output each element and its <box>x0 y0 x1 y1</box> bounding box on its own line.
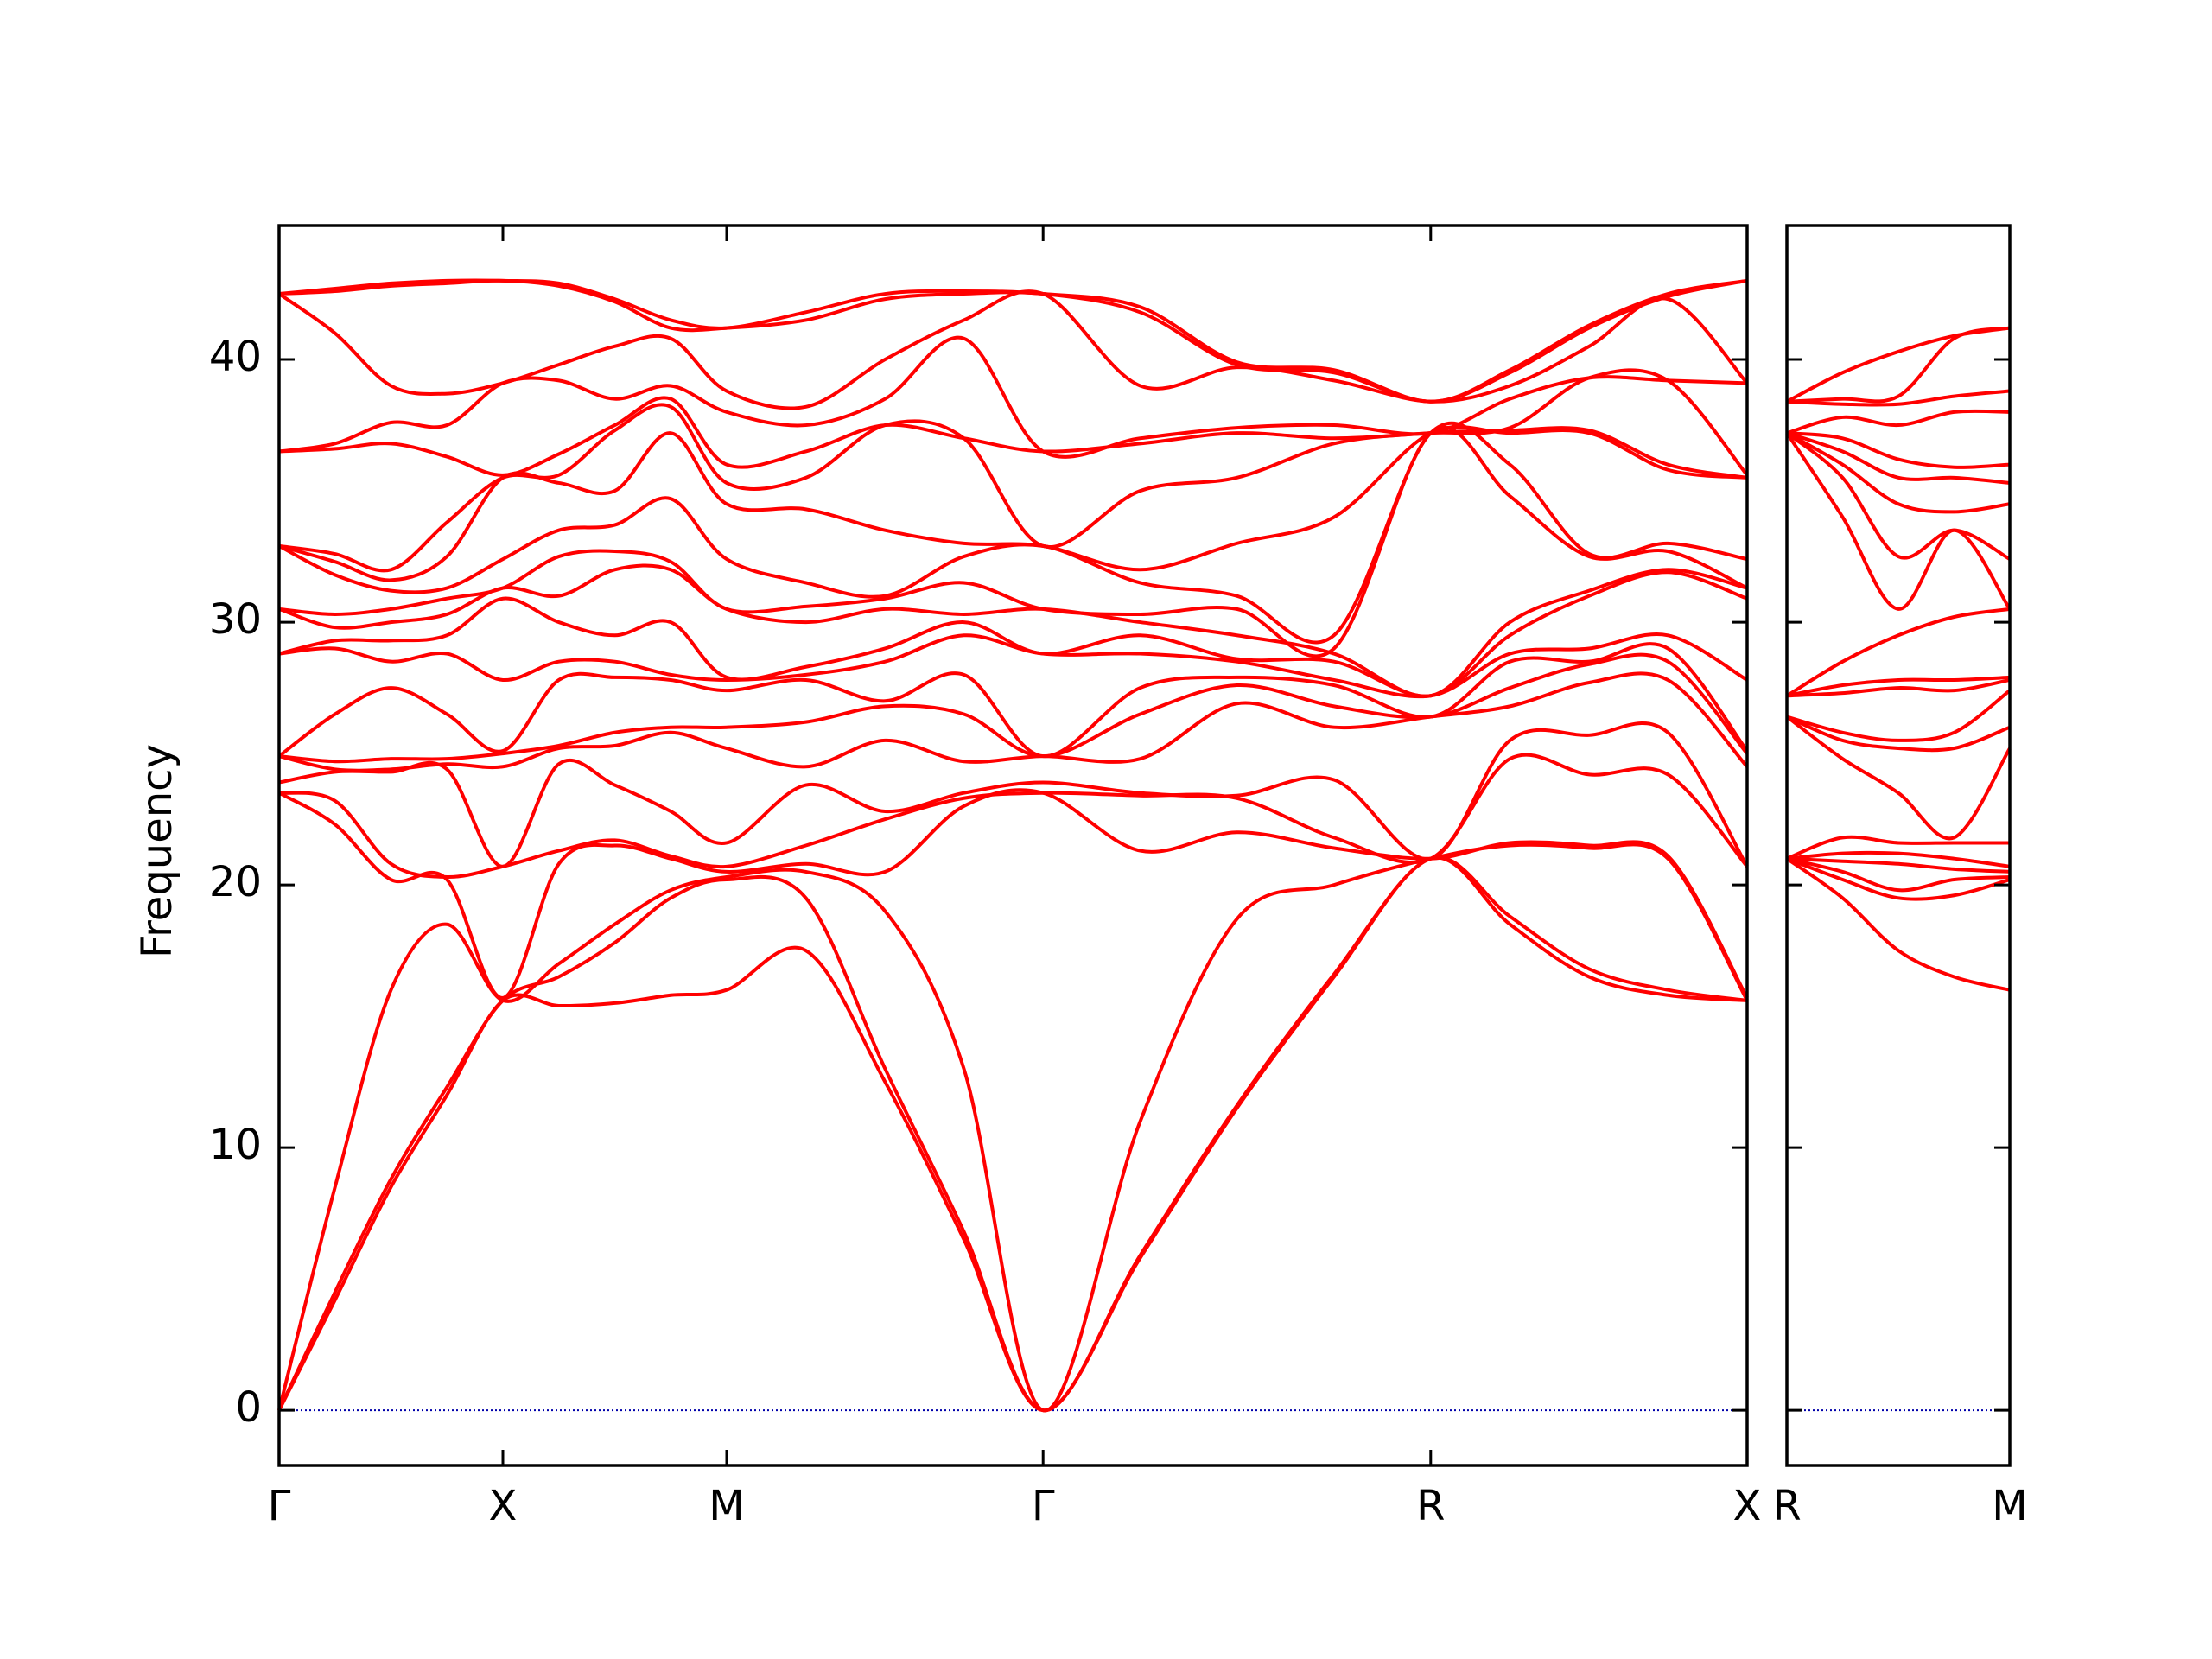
phonon-band <box>278 570 1748 698</box>
phonon-band <box>278 368 1749 477</box>
y-tick-label: 40 <box>209 333 262 381</box>
y-tick-label: 30 <box>209 595 262 644</box>
phonon-band <box>1786 850 2011 868</box>
y-tick-label: 10 <box>209 1121 262 1169</box>
phonon-band <box>1786 856 2011 893</box>
phonon-band <box>277 642 1749 759</box>
phonon-band <box>1786 431 2011 485</box>
phonon-band <box>1786 856 2011 874</box>
phonon-band <box>1786 715 2011 753</box>
phonon-band <box>1786 689 2012 742</box>
phonon-band <box>1786 856 2011 901</box>
x-tick-label: X <box>489 1482 518 1530</box>
phonon-band <box>1786 431 2011 469</box>
phonon-band <box>1785 431 2011 561</box>
phonon-band <box>278 753 1749 879</box>
phonon-band <box>1785 857 2011 992</box>
phonon-band <box>277 855 1748 1413</box>
phonon-band <box>1785 607 2011 697</box>
phonon-band <box>278 671 1749 772</box>
x-tick-label: M <box>709 1482 744 1530</box>
phonon-band <box>1786 677 2011 698</box>
y-tick-label: 0 <box>235 1383 262 1432</box>
x-tick-label: X <box>1733 1482 1762 1530</box>
phonon-band <box>1786 326 2011 404</box>
phonon-band <box>278 563 1748 698</box>
phonon-band <box>1786 389 2011 407</box>
phonon-band <box>278 652 1749 764</box>
phonon-band <box>278 403 1748 573</box>
x-tick-label: R <box>1416 1482 1445 1530</box>
phonon-band <box>1785 715 2012 841</box>
phonon-band <box>278 721 1749 868</box>
x-tick-label: M <box>1992 1482 2027 1530</box>
axes-frame <box>1785 224 2012 1467</box>
phonon-band <box>1785 432 2012 611</box>
phonon-band <box>278 788 1749 1000</box>
phonon-band <box>278 335 1748 459</box>
x-tick-label: Γ <box>1032 1482 1055 1530</box>
x-tick-label: Γ <box>268 1482 291 1530</box>
phonon-band <box>278 425 1748 582</box>
phonon-band <box>1786 409 2011 435</box>
phonon-band <box>277 842 1749 1413</box>
phonon-band <box>1786 431 2011 514</box>
phonon-band <box>278 421 1748 645</box>
y-axis-label: Frequency <box>133 744 181 958</box>
phonon-band <box>277 289 1749 410</box>
phonon-band <box>1786 675 2011 698</box>
phonon-band <box>1786 326 2011 404</box>
phonon-band <box>1786 835 2010 861</box>
phonon-band <box>278 632 1749 699</box>
axes-frame <box>277 224 1749 1467</box>
x-tick-label: R <box>1772 1482 1801 1530</box>
y-tick-label: 20 <box>209 858 262 906</box>
phonon-band <box>278 425 1748 658</box>
phonon-band <box>278 278 1748 404</box>
